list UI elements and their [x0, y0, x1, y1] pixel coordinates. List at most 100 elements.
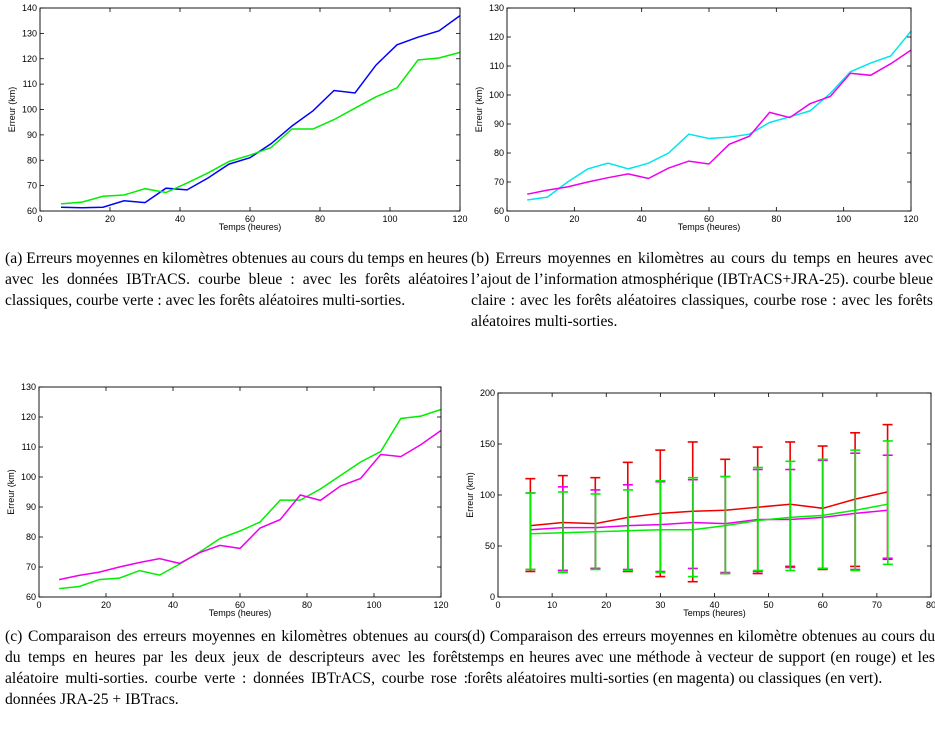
chart-b: 0 20 40 60 80 100 120 60 70 80 90 100 110 120 130 Temps…	[474, 3, 919, 232]
y-tick-label: 110	[22, 442, 36, 452]
x-tick-label: 0	[37, 214, 42, 224]
x-tick-label: 10	[547, 600, 557, 610]
series-line	[60, 51, 461, 205]
y-tick-label: 80	[27, 155, 37, 165]
series-c-1	[58, 429, 442, 581]
chart-a: 0 20 40 60 80 100 120 60 70 80 90 100 110 120 130 140 Te…	[7, 3, 468, 232]
x-tick-label: 70	[872, 600, 882, 610]
y-axis-label: Erreur (km)	[465, 472, 475, 518]
x-tick-label: 20	[105, 214, 115, 224]
y-tick-label: 70	[494, 177, 504, 187]
x-tick-label: 100	[366, 600, 381, 610]
x-tick-label: 40	[175, 214, 185, 224]
error-bar	[785, 460, 796, 572]
series-line	[527, 49, 912, 195]
x-tick-label: 60	[245, 214, 255, 224]
y-tick-label: 90	[27, 130, 37, 140]
series-c-0	[59, 408, 442, 590]
y-tick-label: 80	[494, 148, 504, 158]
y-tick-label: 100	[489, 90, 504, 100]
x-tick-label: 40	[168, 600, 178, 610]
x-tick-label: 60	[704, 214, 714, 224]
x-tick-label: 50	[764, 600, 774, 610]
series-a-1	[60, 51, 461, 205]
series-b-0	[527, 30, 912, 201]
x-tick-label: 20	[101, 600, 111, 610]
caption-b: (b) Erreurs moyennes en kilomètres au co…	[471, 250, 933, 330]
y-tick-label: 150	[480, 439, 495, 449]
series-line	[530, 491, 888, 527]
x-axis-label: Temps (heures)	[219, 222, 282, 232]
y-tick-label: 110	[490, 61, 504, 71]
series-d-0	[525, 423, 893, 583]
x-tick-label: 60	[235, 600, 245, 610]
y-tick-label: 120	[489, 32, 504, 42]
y-tick-label: 120	[22, 54, 37, 64]
y-tick-label: 50	[485, 541, 495, 551]
x-tick-label: 80	[771, 214, 781, 224]
y-tick-label: 200	[480, 388, 495, 398]
x-tick-label: 120	[903, 214, 918, 224]
x-tick-label: 60	[818, 600, 828, 610]
error-bar	[882, 440, 893, 566]
x-tick-label: 100	[382, 214, 397, 224]
x-tick-label: 0	[495, 600, 500, 610]
y-axis-label: Erreur (km)	[7, 87, 17, 133]
x-tick-label: 20	[601, 600, 611, 610]
error-bar	[752, 466, 763, 572]
x-tick-label: 40	[709, 600, 719, 610]
y-tick-label: 90	[26, 502, 36, 512]
series-line	[527, 30, 912, 201]
x-tick-label: 0	[36, 600, 41, 610]
y-tick-label: 90	[494, 119, 504, 129]
x-tick-label: 40	[637, 214, 647, 224]
series-line	[59, 408, 442, 590]
x-axis-label: Temps (heures)	[209, 608, 272, 618]
x-tick-label: 80	[315, 214, 325, 224]
y-tick-label: 130	[489, 3, 504, 13]
x-axis-label: Temps (heures)	[683, 608, 746, 618]
y-axis-label: Erreur (km)	[6, 469, 16, 515]
x-axis-label: Temps (heures)	[678, 222, 741, 232]
chart-d: 0 10 20 30 40 50 60 70 80 0 50 100 150 200 Temps (heur…	[465, 388, 935, 618]
plot-area-d: 0 10 20 30 40 50 60 70 80 0 50 100 150 200 Temps (heur…	[465, 388, 935, 618]
x-tick-label: 0	[504, 214, 509, 224]
y-tick-label: 60	[27, 206, 37, 216]
y-tick-label: 100	[21, 472, 36, 482]
error-bar	[525, 492, 536, 571]
plot-area-b: 0 20 40 60 80 100 120 60 70 80 90 100 110 120 130 Temps…	[474, 3, 919, 232]
error-bar	[817, 458, 828, 570]
series-line	[530, 503, 888, 535]
chart-c: 0 20 40 60 80 100 120 60 70 80 90 100 110 120 130 Temps…	[6, 382, 449, 618]
x-tick-label: 100	[836, 214, 851, 224]
y-tick-label: 120	[21, 412, 36, 422]
y-tick-label: 130	[22, 28, 37, 38]
plot-area-a: 0 20 40 60 80 100 120 60 70 80 90 100 110 120 130 140 Te…	[7, 3, 468, 232]
y-tick-label: 100	[480, 490, 495, 500]
y-tick-label: 100	[22, 105, 37, 115]
x-tick-label: 80	[926, 600, 935, 610]
caption-c: (c) Comparaison des erreurs moyennes en …	[5, 628, 468, 708]
y-tick-label: 80	[26, 532, 36, 542]
series-line	[58, 429, 442, 581]
y-tick-label: 130	[21, 382, 36, 392]
y-tick-label: 110	[23, 79, 37, 89]
caption-d: (d) Comparaison des erreurs moyennes en …	[467, 628, 935, 687]
x-tick-label: 120	[433, 600, 448, 610]
x-tick-label: 30	[655, 600, 665, 610]
series-b-1	[527, 49, 912, 195]
y-tick-label: 0	[490, 592, 495, 602]
plot-area-c: 0 20 40 60 80 100 120 60 70 80 90 100 110 120 130 Temps…	[6, 382, 449, 618]
y-tick-label: 60	[494, 206, 504, 216]
y-tick-label: 60	[26, 592, 36, 602]
x-tick-label: 20	[569, 214, 579, 224]
error-bar	[687, 476, 698, 578]
x-tick-label: 120	[452, 214, 467, 224]
x-tick-label: 80	[302, 600, 312, 610]
y-tick-label: 70	[27, 181, 37, 191]
caption-a: (a) Erreurs moyennes en kilomètres obten…	[5, 250, 468, 309]
error-bar	[655, 479, 666, 574]
y-tick-label: 140	[22, 3, 37, 13]
series-d-2	[525, 440, 893, 578]
y-axis-label: Erreur (km)	[474, 87, 484, 133]
